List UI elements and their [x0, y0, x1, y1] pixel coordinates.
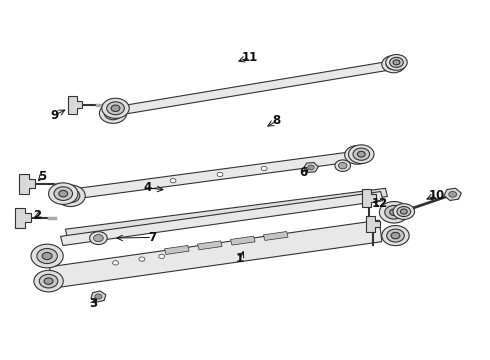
- Circle shape: [349, 149, 366, 161]
- Circle shape: [107, 102, 124, 115]
- Circle shape: [139, 257, 145, 261]
- Circle shape: [387, 229, 404, 242]
- Circle shape: [90, 231, 107, 244]
- Text: 4: 4: [143, 181, 151, 194]
- Circle shape: [382, 226, 409, 246]
- Circle shape: [59, 190, 68, 197]
- Text: 3: 3: [90, 297, 98, 310]
- Polygon shape: [230, 236, 255, 245]
- Circle shape: [170, 179, 176, 183]
- Polygon shape: [197, 241, 222, 250]
- Circle shape: [66, 193, 75, 199]
- Text: 10: 10: [429, 189, 445, 202]
- Text: 12: 12: [371, 197, 388, 210]
- Circle shape: [42, 252, 52, 260]
- Polygon shape: [65, 188, 388, 237]
- Circle shape: [37, 248, 57, 264]
- Circle shape: [102, 98, 129, 118]
- Polygon shape: [75, 152, 354, 199]
- Circle shape: [393, 60, 400, 65]
- Circle shape: [99, 103, 127, 123]
- Circle shape: [393, 204, 415, 220]
- Circle shape: [31, 244, 63, 268]
- Circle shape: [44, 278, 53, 284]
- Polygon shape: [15, 208, 31, 228]
- Circle shape: [390, 57, 403, 67]
- Circle shape: [111, 105, 120, 112]
- Circle shape: [357, 151, 365, 157]
- Circle shape: [94, 235, 103, 242]
- Circle shape: [104, 107, 122, 120]
- Circle shape: [390, 209, 398, 216]
- Circle shape: [95, 294, 102, 299]
- Text: 5: 5: [38, 170, 47, 183]
- Text: 11: 11: [242, 51, 258, 64]
- Circle shape: [217, 172, 223, 176]
- Text: 8: 8: [272, 114, 281, 127]
- Text: 2: 2: [33, 210, 41, 222]
- Polygon shape: [362, 189, 376, 207]
- Text: 1: 1: [236, 252, 244, 265]
- Circle shape: [397, 207, 411, 217]
- Circle shape: [261, 166, 267, 171]
- Circle shape: [348, 145, 374, 163]
- Circle shape: [34, 270, 63, 292]
- Circle shape: [449, 192, 457, 197]
- Text: 7: 7: [148, 231, 156, 244]
- Circle shape: [339, 162, 347, 169]
- Polygon shape: [49, 220, 382, 288]
- Text: 9: 9: [50, 109, 59, 122]
- Circle shape: [391, 232, 400, 239]
- Circle shape: [49, 183, 78, 204]
- Circle shape: [54, 187, 73, 201]
- Polygon shape: [366, 216, 380, 231]
- Circle shape: [113, 261, 119, 265]
- Polygon shape: [119, 62, 391, 114]
- Polygon shape: [165, 246, 189, 255]
- Circle shape: [385, 206, 403, 219]
- Polygon shape: [304, 163, 318, 172]
- Polygon shape: [68, 96, 82, 114]
- Circle shape: [39, 274, 58, 288]
- Circle shape: [386, 59, 401, 69]
- Circle shape: [344, 145, 370, 164]
- Circle shape: [353, 148, 369, 160]
- Circle shape: [379, 202, 409, 223]
- Circle shape: [386, 54, 407, 70]
- Polygon shape: [19, 174, 35, 194]
- Circle shape: [56, 185, 85, 207]
- Polygon shape: [91, 291, 106, 302]
- Circle shape: [400, 209, 407, 214]
- Circle shape: [382, 55, 405, 73]
- Polygon shape: [444, 188, 461, 201]
- Circle shape: [353, 152, 361, 158]
- Text: 6: 6: [299, 166, 308, 179]
- Circle shape: [335, 160, 350, 171]
- Circle shape: [61, 189, 80, 203]
- Polygon shape: [61, 192, 383, 246]
- Circle shape: [390, 62, 397, 67]
- Circle shape: [159, 254, 165, 258]
- Circle shape: [109, 110, 118, 117]
- Circle shape: [308, 165, 314, 170]
- Polygon shape: [264, 231, 288, 240]
